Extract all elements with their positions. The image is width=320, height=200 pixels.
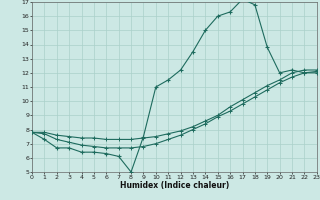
X-axis label: Humidex (Indice chaleur): Humidex (Indice chaleur) xyxy=(120,181,229,190)
